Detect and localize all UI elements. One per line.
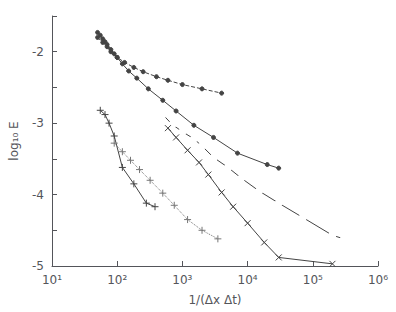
svg-text:10⁴: 10⁴: [238, 273, 258, 287]
svg-text:10³: 10³: [172, 273, 192, 287]
svg-text:1/(Δx Δt): 1/(Δx Δt): [188, 293, 241, 307]
svg-text:10¹: 10¹: [42, 273, 62, 287]
svg-text:-5: -5: [32, 259, 44, 273]
svg-text:-2: -2: [32, 45, 44, 59]
svg-text:log₁₀ E: log₁₀ E: [7, 121, 21, 160]
svg-text:10⁶: 10⁶: [368, 273, 388, 287]
svg-text:10⁵: 10⁵: [303, 273, 323, 287]
svg-text:-3: -3: [32, 116, 44, 130]
svg-text:10²: 10²: [107, 273, 127, 287]
svg-text:-4: -4: [32, 188, 44, 202]
